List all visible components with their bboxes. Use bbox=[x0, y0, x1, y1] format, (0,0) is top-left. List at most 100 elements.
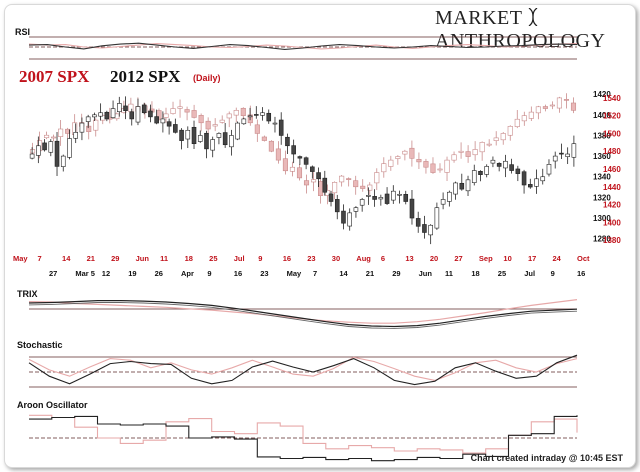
xlabel-2007: 20 bbox=[430, 254, 438, 263]
candle-2012-body bbox=[571, 143, 577, 158]
candle-2012 bbox=[85, 114, 91, 129]
candle-2007 bbox=[163, 107, 169, 123]
xlabel-2007: 25 bbox=[209, 254, 217, 263]
candle-2012-body bbox=[341, 210, 346, 224]
tick-2007-1480: 1480 bbox=[603, 147, 621, 156]
candle-2007-body bbox=[65, 128, 71, 134]
candle-2012 bbox=[123, 96, 128, 120]
dna-icon bbox=[528, 7, 538, 27]
tick-2007-1520: 1520 bbox=[603, 112, 621, 121]
candle-2012 bbox=[496, 162, 502, 172]
candle-2012-body bbox=[278, 119, 284, 136]
candle-2007 bbox=[402, 149, 408, 161]
candle-2012-body bbox=[73, 132, 78, 139]
candle-2007-body bbox=[86, 125, 92, 132]
candle-2007 bbox=[353, 175, 359, 195]
candle-2007 bbox=[458, 142, 464, 159]
candle-2012-body bbox=[366, 195, 371, 197]
chart-credit: Chart created intraday @ 10:45 EST bbox=[470, 453, 623, 463]
candle-2007-body bbox=[184, 109, 190, 113]
candle-2012-body bbox=[154, 116, 159, 124]
xlabel-2007: 21 bbox=[87, 254, 95, 263]
candle-2007-body bbox=[318, 181, 324, 196]
candle-2012 bbox=[415, 211, 421, 233]
candle-2007 bbox=[514, 109, 520, 129]
candle-2012-body bbox=[291, 145, 296, 155]
xlabel-2012: 16 bbox=[234, 269, 242, 278]
candle-2012 bbox=[322, 170, 328, 196]
xlabel-2012: Apr bbox=[181, 269, 194, 278]
candle-2012-body bbox=[123, 105, 128, 111]
candle-2012-body bbox=[359, 199, 365, 206]
xlabel-2007: 13 bbox=[405, 254, 413, 263]
xlabel-2012: 12 bbox=[102, 269, 110, 278]
candle-2007-body bbox=[388, 159, 394, 167]
candle-2012-body bbox=[272, 122, 278, 125]
candle-2012-body bbox=[484, 166, 489, 175]
candle-2012 bbox=[235, 121, 240, 141]
candle-2007-body bbox=[493, 137, 499, 141]
candle-2007-body bbox=[226, 113, 232, 119]
candle-2012-body bbox=[465, 179, 471, 192]
candle-2007-body bbox=[360, 185, 366, 189]
chart-frame: MARKET ANTHROPOLOGY RSI 2007 SPX 2012 SP… bbox=[4, 4, 636, 468]
candle-2012 bbox=[266, 109, 272, 124]
candle-2012 bbox=[67, 129, 72, 160]
candle-2007 bbox=[233, 107, 239, 123]
candle-2012 bbox=[534, 169, 539, 194]
xlabel-2007: 16 bbox=[283, 254, 291, 263]
candle-2012-body bbox=[79, 122, 85, 133]
xlabel-2007: 29 bbox=[111, 254, 119, 263]
candle-2012 bbox=[378, 194, 384, 206]
candle-2012-body bbox=[490, 159, 496, 164]
candle-2012-body bbox=[160, 118, 166, 124]
tick-2007-1400: 1400 bbox=[603, 218, 621, 227]
candle-2012 bbox=[104, 110, 110, 122]
candle-2012 bbox=[79, 117, 85, 141]
brand-logo: MARKET ANTHROPOLOGY bbox=[435, 7, 635, 53]
xlabel-2007: Oct bbox=[577, 254, 590, 263]
candle-2012-body bbox=[453, 182, 458, 195]
candle-2012-body bbox=[347, 212, 352, 227]
candle-2007-body bbox=[191, 110, 197, 118]
tick-2012-1420: 1420 bbox=[593, 90, 611, 99]
aroon-2007-line bbox=[29, 414, 578, 454]
candle-2012-body bbox=[204, 132, 209, 150]
candle-2012-body bbox=[334, 199, 340, 213]
candle-2007-body bbox=[128, 103, 134, 112]
trix-2007-line bbox=[28, 299, 578, 324]
candle-2007 bbox=[261, 135, 267, 142]
candle-2012 bbox=[29, 147, 35, 160]
xlabel-2007: Aug bbox=[356, 254, 371, 263]
candle-2007-body bbox=[339, 175, 345, 183]
candle-2012 bbox=[185, 126, 191, 149]
candle-2012-body bbox=[434, 207, 440, 229]
candle-2007-body bbox=[177, 106, 183, 109]
candle-2012 bbox=[490, 156, 496, 168]
candle-2007 bbox=[500, 131, 506, 145]
xlabel-2007: Sep bbox=[479, 254, 493, 263]
xlabel-2012: 16 bbox=[577, 269, 585, 278]
xlabel-2007: 11 bbox=[160, 254, 168, 263]
candle-2007 bbox=[226, 111, 232, 128]
candle-2007 bbox=[549, 101, 555, 110]
candle-2007 bbox=[310, 172, 317, 192]
candle-2007 bbox=[381, 157, 387, 178]
xlabel-2007: 27 bbox=[454, 254, 462, 263]
candle-2012 bbox=[559, 143, 564, 160]
candle-2007-body bbox=[528, 111, 534, 119]
candle-2012-body bbox=[471, 170, 477, 183]
xlabel-2007: 9 bbox=[258, 254, 262, 263]
xlabel-2007: 24 bbox=[552, 254, 561, 263]
candle-2007-body bbox=[44, 134, 50, 139]
candle-2007-body bbox=[563, 99, 570, 101]
candle-2012 bbox=[540, 168, 546, 185]
candle-2007 bbox=[191, 104, 197, 119]
candle-2012-body bbox=[42, 142, 47, 151]
candle-2012 bbox=[229, 129, 234, 156]
xlabel-2012: 27 bbox=[49, 269, 57, 278]
xlabel-2012: Jun bbox=[419, 269, 433, 278]
xlabel-2007: Jun bbox=[136, 254, 150, 263]
candle-2012-body bbox=[229, 135, 234, 148]
candle-2007 bbox=[212, 118, 218, 132]
